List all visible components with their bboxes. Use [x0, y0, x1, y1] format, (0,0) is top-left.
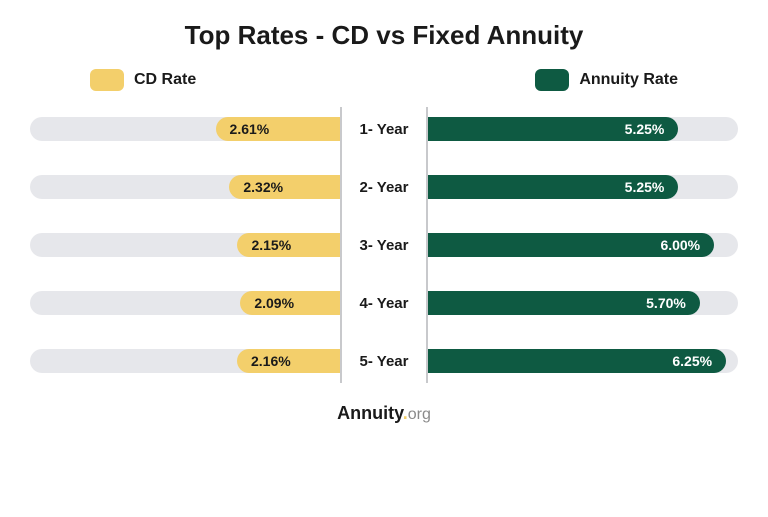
bar-annuity: 5.70% [428, 291, 700, 315]
bar-track-annuity: 5.25% [428, 117, 738, 141]
bar-value-cd: 2.61% [230, 121, 270, 137]
footer-brand: Annuity [337, 403, 403, 423]
row-term-label: 4- Year [340, 295, 428, 312]
chart-row: 2.61% 1- Year 5.25% [30, 113, 738, 145]
row-term-label: 1- Year [340, 121, 428, 138]
legend-item-annuity: Annuity Rate [535, 69, 678, 91]
legend-item-cd: CD Rate [90, 69, 196, 91]
chart-row: 2.15% 3- Year 6.00% [30, 229, 738, 261]
bar-track-annuity: 6.00% [428, 233, 738, 257]
bar-track-annuity: 6.25% [428, 349, 738, 373]
axis-line-right [426, 107, 428, 383]
legend-swatch-annuity [535, 69, 569, 91]
bar-track-cd: 2.61% [30, 117, 340, 141]
bar-track-cd: 2.16% [30, 349, 340, 373]
bar-value-annuity: 6.00% [660, 237, 700, 253]
diverging-bar-chart: 2.61% 1- Year 5.25% 2.32% 2- Year 5.25% 2.15% 3… [30, 113, 738, 377]
chart-row: 2.16% 5- Year 6.25% [30, 345, 738, 377]
bar-cd: 2.61% [216, 117, 340, 141]
bar-value-annuity: 5.25% [625, 179, 665, 195]
footer-logo: Annuity.org [30, 403, 738, 424]
bar-cd: 2.15% [237, 233, 340, 257]
bar-cd: 2.09% [240, 291, 340, 315]
chart-container: Top Rates - CD vs Fixed Annuity CD Rate … [0, 0, 768, 517]
legend: CD Rate Annuity Rate [30, 69, 738, 91]
bar-annuity: 6.00% [428, 233, 714, 257]
bar-annuity: 5.25% [428, 175, 678, 199]
row-term-label: 3- Year [340, 237, 428, 254]
bar-track-annuity: 5.70% [428, 291, 738, 315]
bar-value-cd: 2.32% [243, 179, 283, 195]
legend-label-annuity: Annuity Rate [579, 71, 678, 89]
bar-value-annuity: 5.25% [625, 121, 665, 137]
legend-swatch-cd [90, 69, 124, 91]
bar-annuity: 6.25% [428, 349, 726, 373]
bar-value-annuity: 5.70% [646, 295, 686, 311]
bar-cd: 2.32% [229, 175, 340, 199]
bar-value-cd: 2.15% [251, 237, 291, 253]
footer-org: org [408, 406, 431, 423]
chart-row: 2.09% 4- Year 5.70% [30, 287, 738, 319]
row-term-label: 2- Year [340, 179, 428, 196]
bar-track-cd: 2.15% [30, 233, 340, 257]
chart-title: Top Rates - CD vs Fixed Annuity [30, 20, 738, 51]
bar-track-cd: 2.09% [30, 291, 340, 315]
bar-value-cd: 2.16% [251, 353, 291, 369]
bar-value-annuity: 6.25% [672, 353, 712, 369]
bar-track-annuity: 5.25% [428, 175, 738, 199]
chart-row: 2.32% 2- Year 5.25% [30, 171, 738, 203]
bar-track-cd: 2.32% [30, 175, 340, 199]
row-term-label: 5- Year [340, 353, 428, 370]
bar-annuity: 5.25% [428, 117, 678, 141]
bar-cd: 2.16% [237, 349, 340, 373]
axis-line-left [340, 107, 342, 383]
bar-value-cd: 2.09% [254, 295, 294, 311]
legend-label-cd: CD Rate [134, 71, 196, 89]
